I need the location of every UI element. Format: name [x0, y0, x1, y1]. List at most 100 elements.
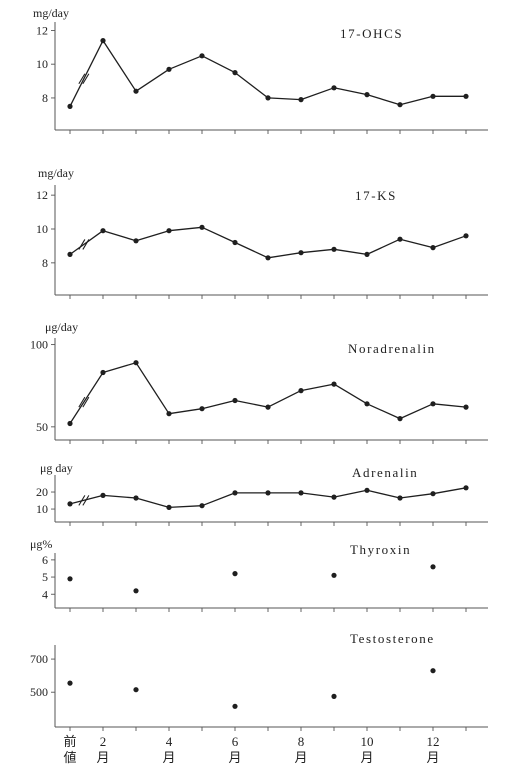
- 17-ks-point: [364, 251, 370, 257]
- thyroxin-point: [133, 588, 139, 594]
- 17-ks-break-stroke: [82, 239, 90, 250]
- 17-ks-point: [331, 246, 337, 252]
- testosterone-point: [232, 703, 238, 709]
- adrenalin-point: [298, 490, 304, 496]
- adrenalin-point: [133, 495, 139, 501]
- adrenalin-point: [364, 487, 370, 493]
- thyroxin-point: [430, 564, 436, 570]
- 17-ks-point: [397, 236, 403, 242]
- thyroxin-panel: 6 5 4 Thyroxin μg%: [30, 537, 488, 612]
- thyroxin-ylabel: μg%: [30, 537, 52, 551]
- noradrenalin-point: [133, 360, 139, 366]
- adrenalin-point: [100, 492, 106, 498]
- adrenalin-point: [331, 494, 337, 500]
- noradrenalin-panel: 100 50 Noradrenalin μg/day: [30, 320, 488, 444]
- 17-ks-point: [67, 251, 73, 257]
- 17-ohcs-ytick-label: 8: [42, 91, 48, 105]
- testosterone-point: [67, 680, 73, 686]
- noradrenalin-point: [265, 404, 271, 410]
- testosterone-panel: 700 500 Testosterone: [30, 631, 488, 731]
- thyroxin-point: [232, 571, 238, 577]
- thyroxin-title: Thyroxin: [350, 542, 411, 557]
- 17-ks-point: [298, 250, 304, 256]
- adrenalin-ylabel: μg day: [40, 461, 73, 475]
- 17-ohcs-point: [67, 103, 73, 109]
- noradrenalin-point: [166, 411, 172, 417]
- adrenalin-ytick-label: 10: [36, 502, 48, 516]
- 17-ohcs-point: [364, 92, 370, 98]
- noradrenalin-break-stroke: [82, 396, 90, 408]
- noradrenalin-point: [298, 388, 304, 394]
- testosterone-point: [430, 668, 436, 674]
- noradrenalin-ylabel: μg/day: [45, 320, 78, 334]
- 17-ks-point: [100, 228, 106, 234]
- 17-ohcs-panel: 12 10 8 17-OHCS mg/day: [33, 6, 488, 134]
- 17-ohcs-point: [199, 53, 205, 59]
- thyroxin-ytick-label: 6: [42, 553, 48, 567]
- adrenalin-point: [397, 495, 403, 501]
- adrenalin-point: [265, 490, 271, 496]
- adrenalin-panel: 20 10 Adrenalin μg day: [36, 461, 488, 526]
- thyroxin-ytick-label: 4: [42, 587, 48, 601]
- 17-ks-ylabel: mg/day: [38, 166, 74, 180]
- noradrenalin-break-stroke: [78, 396, 86, 408]
- adrenalin-point: [67, 501, 73, 507]
- 17-ohcs-axis-break: [78, 73, 90, 85]
- 17-ohcs-break-stroke: [82, 73, 90, 85]
- 17-ks-point: [133, 238, 139, 244]
- x-tick-label: 10: [361, 734, 374, 749]
- 17-ohcs-break-stroke: [78, 73, 86, 85]
- noradrenalin-ytick-label: 100: [30, 338, 48, 352]
- noradrenalin-point: [463, 404, 469, 410]
- adrenalin-axis-break: [78, 495, 90, 506]
- x-tick-label: 8: [298, 734, 305, 749]
- testosterone-ytick-label: 700: [30, 652, 48, 666]
- noradrenalin-point: [364, 401, 370, 407]
- noradrenalin-axis-break: [78, 396, 90, 408]
- thyroxin-point: [331, 572, 337, 578]
- 17-ohcs-ytick-label: 12: [36, 23, 48, 37]
- noradrenalin-point: [397, 416, 403, 422]
- 17-ohcs-title: 17-OHCS: [340, 26, 403, 41]
- 17-ks-axis-break: [78, 239, 90, 250]
- 17-ks-point: [463, 233, 469, 239]
- 17-ks-point: [199, 224, 205, 230]
- adrenalin-point: [463, 485, 469, 491]
- testosterone-point: [133, 687, 139, 693]
- 17-ohcs-ytick-label: 10: [36, 57, 48, 71]
- 17-ohcs-point: [133, 88, 139, 94]
- 17-ks-ytick-label: 8: [42, 256, 48, 270]
- noradrenalin-ytick-label: 50: [36, 420, 48, 434]
- 17-ohcs-point: [430, 93, 436, 99]
- adrenalin-title: Adrenalin: [352, 465, 418, 480]
- x-tick-label: 月: [162, 750, 175, 765]
- x-tick-label: 月: [228, 750, 241, 765]
- adrenalin-break-stroke: [82, 495, 90, 506]
- x-tick-label: 6: [232, 734, 239, 749]
- x-tick-label: 値: [63, 750, 76, 765]
- 17-ohcs-ylabel: mg/day: [33, 6, 69, 20]
- testosterone-title: Testosterone: [350, 631, 435, 646]
- adrenalin-point: [430, 491, 436, 497]
- 17-ks-point: [232, 239, 238, 246]
- x-tick-label: 月: [96, 750, 109, 765]
- thyroxin-point: [67, 576, 73, 582]
- 17-ohcs-point: [463, 93, 469, 99]
- 17-ks-title: 17-KS: [355, 188, 397, 203]
- adrenalin-ytick-label: 20: [36, 485, 48, 499]
- x-tick-label: 月: [360, 750, 373, 765]
- x-tick-label: 12: [427, 734, 440, 749]
- x-tick-label: 月: [426, 750, 439, 765]
- testosterone-ytick-label: 500: [30, 685, 48, 699]
- adrenalin-point: [166, 504, 172, 510]
- 17-ks-point: [166, 228, 172, 234]
- thyroxin-ytick-label: 5: [42, 570, 48, 584]
- 17-ohcs-point: [298, 97, 304, 103]
- noradrenalin-title: Noradrenalin: [348, 341, 436, 356]
- 17-ks-ytick-label: 12: [36, 188, 48, 202]
- 17-ohcs-point: [166, 66, 172, 72]
- noradrenalin-point: [199, 406, 205, 412]
